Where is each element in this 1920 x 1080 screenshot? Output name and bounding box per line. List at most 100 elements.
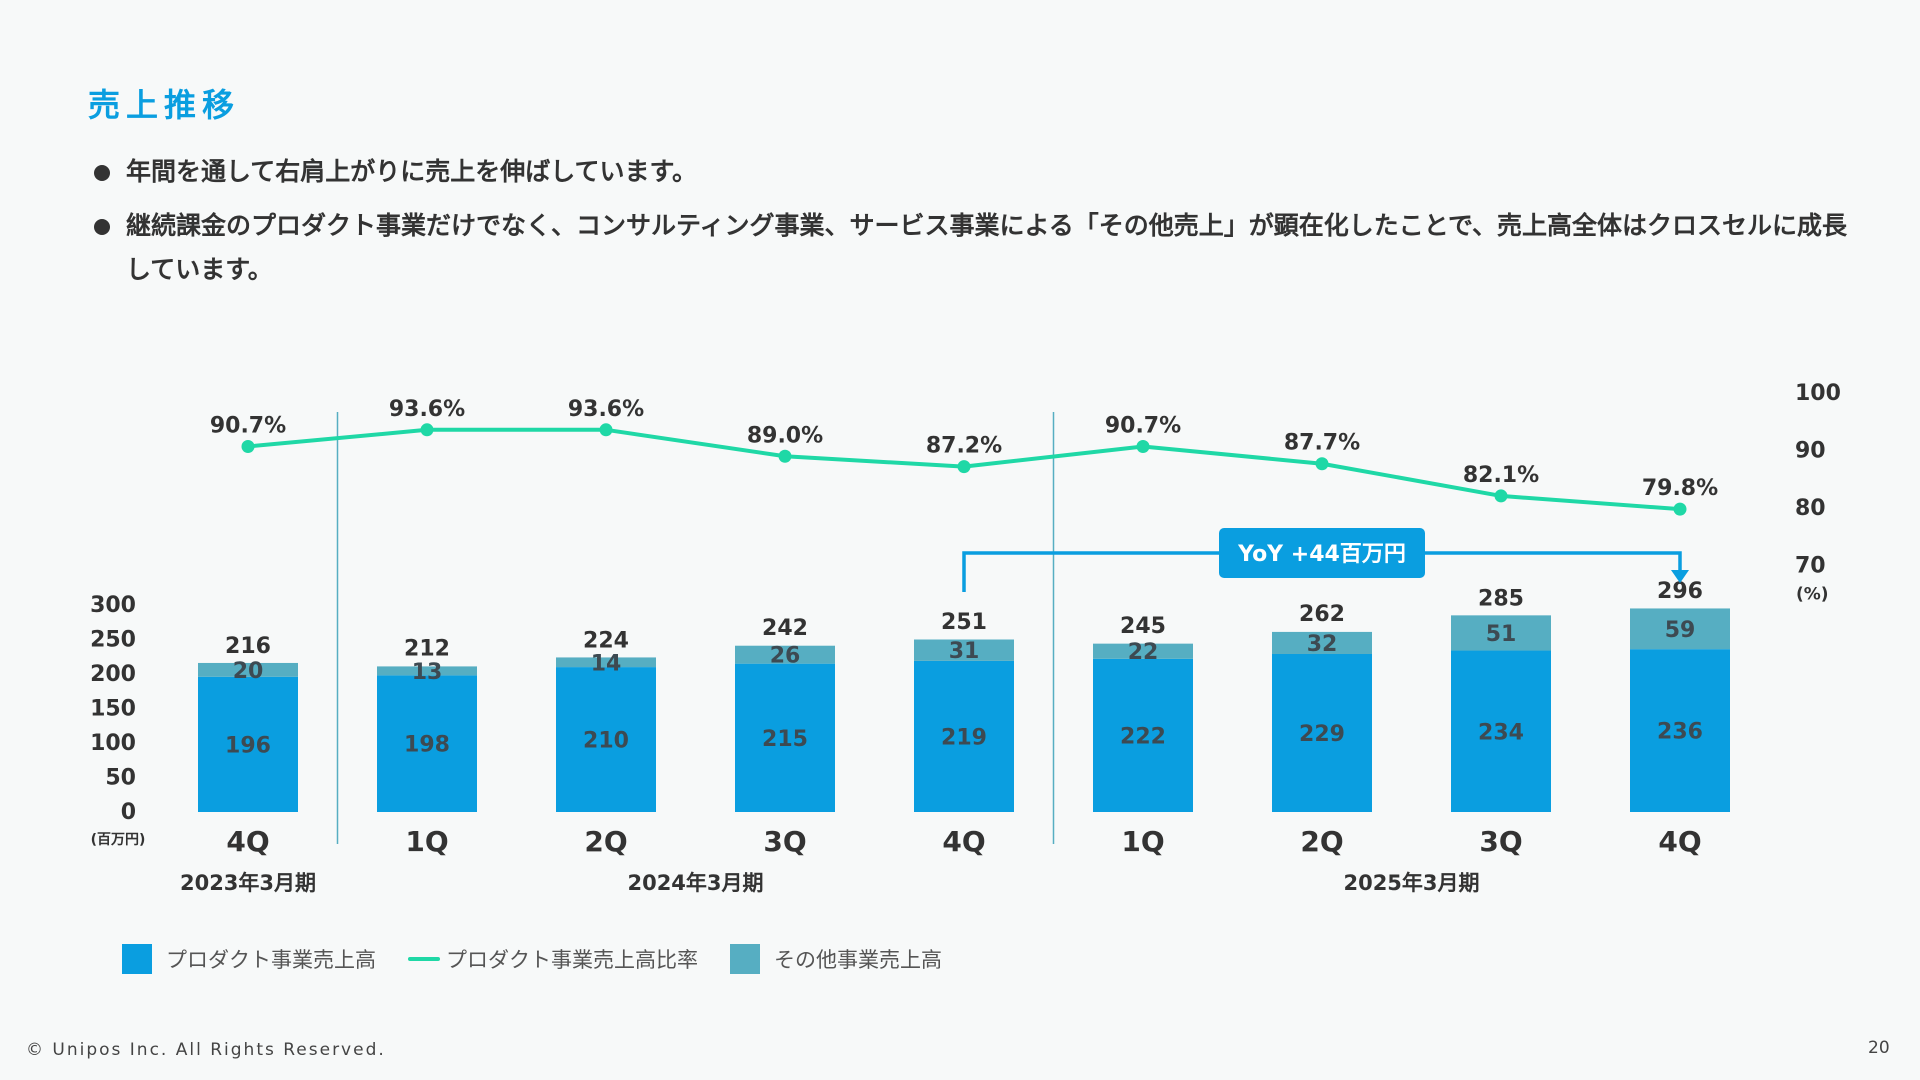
bar-total-label: 212 (404, 637, 450, 662)
copyright: © Unipos Inc. All Rights Reserved. (26, 1040, 386, 1060)
bar-label-product-sales: 222 (1120, 724, 1166, 749)
bar-label-other-sales: 59 (1665, 618, 1696, 643)
ratio-point (599, 423, 613, 437)
bar-label-other-sales: 26 (770, 644, 801, 669)
bar-total-label: 285 (1478, 586, 1524, 611)
bar-product-sales (1272, 653, 1372, 812)
y2-tick-label: 100 (1795, 381, 1841, 406)
bar-total-label: 245 (1120, 614, 1166, 639)
y-axis-unit: (百万円) (91, 832, 146, 848)
bar-label-other-sales: 13 (412, 660, 443, 685)
bullet-list: 年間を通して右肩上がりに売上を伸ばしています。 継続課金のプロダクト事業だけでな… (92, 150, 1852, 302)
y-tick-label: 250 (90, 628, 136, 653)
y-tick-label: 300 (90, 593, 136, 618)
ratio-label: 89.0% (747, 423, 823, 448)
y2-axis-unit: (%) (1796, 585, 1829, 605)
bar-label-other-sales: 31 (949, 639, 980, 664)
ratio-point (1673, 502, 1687, 516)
bar-other-sales (556, 657, 656, 668)
bar-other-sales (1451, 615, 1551, 651)
y2-tick-label: 70 (1795, 554, 1826, 579)
bar-label-other-sales: 14 (591, 651, 622, 676)
bar-label-product-sales: 198 (404, 733, 450, 758)
ratio-label: 79.8% (1642, 476, 1718, 501)
x-tick-label: 4Q (226, 825, 269, 858)
bar-other-sales (1630, 608, 1730, 650)
legend-item-product-sales: プロダクト事業売上高 (122, 944, 376, 974)
y2-tick-label: 80 (1795, 496, 1826, 521)
legend-swatch-other-sales (730, 944, 760, 974)
ratio-point (420, 423, 434, 437)
bar-total-label: 224 (583, 628, 629, 653)
legend-label-product-ratio: プロダクト事業売上高比率 (446, 948, 698, 972)
bar-other-sales (914, 639, 1014, 661)
legend-label-product-sales: プロダクト事業売上高 (166, 948, 376, 972)
ratio-point (1136, 439, 1150, 453)
bar-product-sales (914, 660, 1014, 812)
y-tick-label: 100 (90, 731, 136, 756)
bar-label-other-sales: 22 (1128, 640, 1159, 665)
x-tick-label: 1Q (405, 825, 448, 858)
legend-item-other-sales: その他事業売上高 (730, 944, 942, 974)
x-tick-label: 2Q (1300, 825, 1343, 858)
x-tick-label: 4Q (942, 825, 985, 858)
sales-chart: 0 50 100 150 200 250 300 (百万円) 70 80 90 100 (%) 196 20… (90, 381, 1841, 895)
ratio-label: 90.7% (1105, 413, 1181, 438)
legend-swatch-product-sales (122, 944, 152, 974)
ratio-point (1494, 489, 1508, 503)
ratio-point (957, 460, 971, 474)
bar-label-product-sales: 229 (1299, 722, 1345, 747)
bar-product-sales (198, 676, 298, 812)
ratio-point (778, 449, 792, 463)
y-tick-label: 150 (90, 697, 136, 722)
bar-product-sales (1630, 649, 1730, 812)
ratio-label: 90.7% (210, 413, 286, 438)
ratio-label: 87.2% (926, 434, 1002, 459)
bar-product-sales (1093, 658, 1193, 812)
period-label: 2025年3月期 (1343, 871, 1479, 895)
bullet-item: 継続課金のプロダクト事業だけでなく、コンサルティング事業、サービス事業による「そ… (92, 204, 1852, 292)
x-tick-label: 3Q (763, 825, 806, 858)
legend-swatch-product-ratio (408, 957, 440, 961)
ratio-label: 93.6% (568, 397, 644, 422)
x-tick-label: 2Q (584, 825, 627, 858)
chart-legend: プロダクト事業売上高 プロダクト事業売上高比率 その他事業売上高 (122, 944, 974, 974)
x-tick-label: 3Q (1479, 825, 1522, 858)
bar-product-sales (556, 667, 656, 812)
bar-label-other-sales: 20 (233, 659, 264, 684)
bar-other-sales (1272, 631, 1372, 654)
page-number: 20 (1868, 1038, 1890, 1058)
period-label: 2024年3月期 (627, 871, 763, 895)
y-tick-label: 0 (121, 800, 136, 825)
x-tick-label: 4Q (1658, 825, 1701, 858)
x-tick-label: 1Q (1121, 825, 1164, 858)
period-label: 2023年3月期 (180, 871, 316, 895)
y-tick-label: 50 (105, 766, 136, 791)
bar-label-product-sales: 196 (225, 733, 271, 758)
y2-tick-label: 90 (1795, 439, 1826, 464)
bar-label-product-sales: 236 (1657, 720, 1703, 745)
bar-other-sales (1093, 643, 1193, 659)
bar-other-sales (735, 645, 835, 664)
ratio-label: 93.6% (389, 397, 465, 422)
ratio-point (1315, 457, 1329, 471)
ratio-label: 87.7% (1284, 431, 1360, 456)
yoy-arrowhead (1671, 570, 1689, 583)
yoy-badge (1219, 528, 1425, 578)
bar-other-sales (198, 662, 298, 677)
bar-label-product-sales: 215 (762, 727, 808, 752)
y-tick-label: 200 (90, 662, 136, 687)
yoy-badge-text: YoY +44百万円 (1237, 542, 1406, 567)
ratio-point (241, 439, 255, 453)
bar-label-product-sales: 234 (1478, 720, 1524, 745)
bar-total-label: 251 (941, 610, 987, 635)
bar-total-label: 262 (1299, 602, 1345, 627)
bar-label-product-sales: 219 (941, 725, 987, 750)
bar-product-sales (1451, 650, 1551, 812)
bar-product-sales (735, 663, 835, 812)
bar-product-sales (377, 675, 477, 812)
bar-total-label: 216 (225, 634, 271, 659)
bar-label-product-sales: 210 (583, 729, 629, 754)
bullet-item: 年間を通して右肩上がりに売上を伸ばしています。 (92, 150, 1852, 194)
page-title: 売上推移 (88, 86, 241, 124)
